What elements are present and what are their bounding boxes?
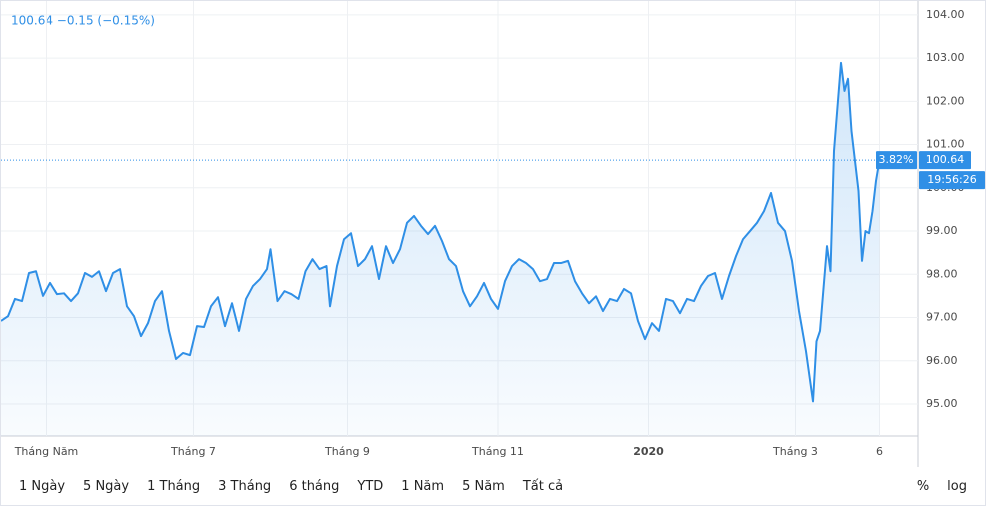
y-tick-label: 104.00	[926, 8, 965, 21]
x-tick-label: Tháng 11	[471, 445, 524, 458]
y-tick-label: 95.00	[926, 397, 958, 410]
x-tick-label: Tháng 9	[324, 445, 370, 458]
toolbar-button[interactable]: %	[916, 478, 930, 494]
header-quote: 100.64 −0.15 (−0.15%)	[11, 14, 155, 28]
y-tick-label: 96.00	[926, 354, 958, 367]
range-buttons: 1 Ngày 5 Ngày 1 Tháng 3 Tháng 6 tháng YTD 1 Nă…	[1, 479, 563, 494]
x-tick-label: Tháng 7	[170, 445, 216, 458]
toolbar-button[interactable]: 6 tháng	[289, 478, 340, 494]
x-tick-label: Tháng 3	[772, 445, 818, 458]
change-label: 3.82%	[879, 153, 914, 166]
toolbar: 1 Ngày 5 Ngày 1 Tháng 3 Tháng 6 tháng YTD 1 Nă…	[1, 467, 985, 505]
y-tick-label: 97.00	[926, 311, 958, 324]
x-tick-label: 6	[876, 445, 883, 458]
toolbar-button[interactable]: Tất cả	[522, 478, 564, 494]
price-line	[0, 61, 881, 403]
time-label: 19:56:26	[927, 173, 976, 186]
time-badge	[919, 171, 985, 190]
toolbar-button[interactable]: 1 Tháng	[147, 478, 201, 494]
area-fill	[1, 62, 880, 437]
y-tick-label: 99.00	[926, 224, 958, 237]
price-badge	[919, 151, 971, 170]
toolbar-button[interactable]: 5 Năm	[462, 478, 505, 494]
toolbar-button[interactable]: 1 Ngày	[19, 478, 66, 494]
toolbar-button[interactable]: 5 Ngày	[83, 478, 130, 494]
y-tick-label: 102.00	[926, 94, 965, 107]
x-tick-label: 2020	[633, 445, 664, 458]
y-tick-label: 103.00	[926, 51, 965, 64]
toolbar-button[interactable]: 3 Tháng	[218, 478, 272, 494]
price-label: 100.64	[926, 153, 965, 166]
x-tick-label: Tháng Năm	[14, 445, 79, 458]
scale-buttons: % log	[917, 479, 985, 494]
change-badge	[876, 151, 917, 170]
chart: 100.64 −0.15 (−0.15%) 95.00 96.00 97.00 98.…	[0, 1, 985, 467]
toolbar-button[interactable]: 1 Năm	[401, 478, 445, 494]
y-tick-label: 98.00	[926, 267, 958, 280]
y-tick-label: 101.00	[926, 138, 965, 151]
toolbar-button[interactable]: YTD	[357, 478, 384, 494]
toolbar-button[interactable]: log	[947, 478, 967, 494]
